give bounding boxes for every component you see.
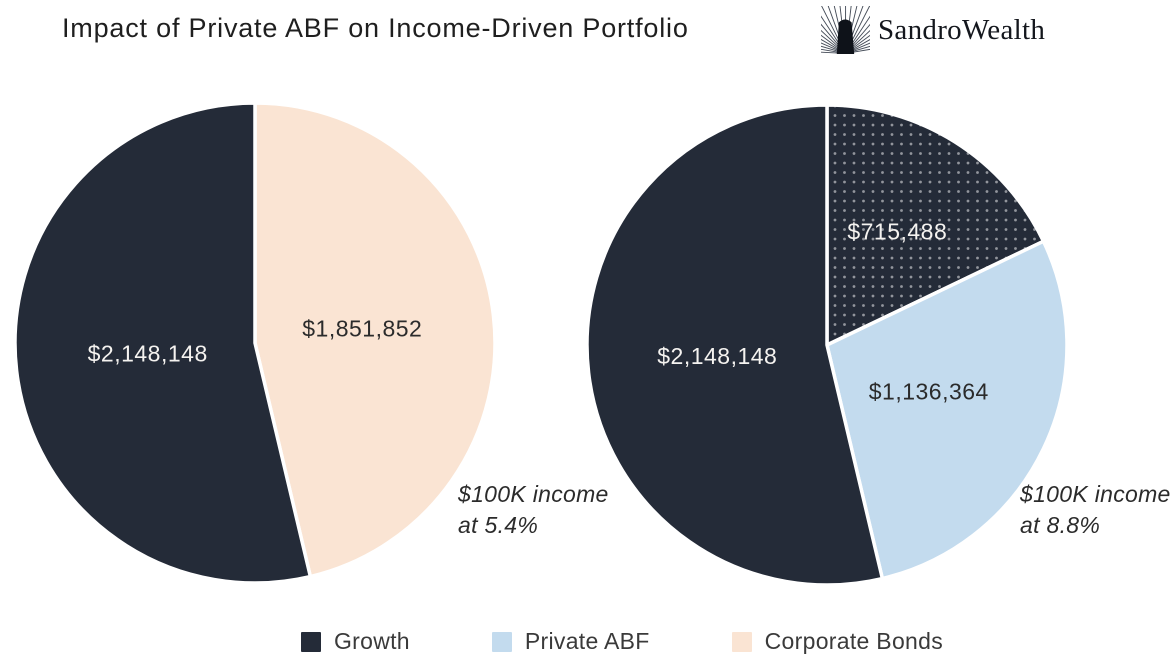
pie-chart-after: $715,488 $1,136,364 $2,148,148: [584, 102, 1070, 588]
pie-slice-corporate-bonds: [253, 101, 497, 579]
slice-value-label-growth: $715,488: [847, 218, 947, 244]
pie-svg-portfolio-without-private-abf: $1,851,852 $2,148,148: [13, 101, 497, 585]
brand-logo: SandroWealth: [821, 6, 1045, 55]
annotation-line: $100K income: [1020, 481, 1171, 507]
chart-title: Impact of Private ABF on Income-Driven P…: [62, 13, 689, 43]
legend-label: Private ABF: [524, 628, 650, 654]
legend-swatch-growth: [300, 631, 321, 652]
slice-value-label-growth: $2,148,148: [657, 343, 777, 369]
pie-slice-growth: [585, 103, 885, 587]
pie-slice-private-abf: [825, 239, 1069, 581]
brand-name: SandroWealth: [878, 14, 1046, 46]
chart-legend: Growth Private ABF Corporate Bonds: [0, 628, 1174, 655]
legend-item-corporate-bonds: Corporate Bonds: [731, 628, 944, 655]
slice-value-label-private-abf: $1,136,364: [869, 379, 989, 405]
slice-value-label-growth: $2,148,148: [88, 341, 208, 367]
annotation-before: $100K income at 5.4%: [458, 479, 609, 541]
annotation-line: at 5.4%: [458, 512, 539, 538]
annotation-after: $100K income at 8.8%: [1020, 479, 1171, 541]
pie-slice-dot-pattern-overlay: [827, 105, 1044, 345]
legend-item-private-abf: Private ABF: [491, 628, 650, 655]
pie-svg-portfolio-with-private-abf: $715,488 $1,136,364 $2,148,148: [585, 103, 1069, 587]
annotation-line: $100K income: [458, 481, 609, 507]
legend-swatch-private-abf: [491, 631, 512, 652]
legend-swatch-corporate-bonds: [731, 631, 752, 652]
pie-chart-before: $1,851,852 $2,148,148: [12, 100, 498, 586]
legend-item-growth: Growth: [300, 628, 410, 655]
slice-value-label-corporate-bonds: $1,851,852: [302, 316, 422, 342]
pie-slice-growth: [13, 101, 313, 585]
monument-silhouette: [836, 19, 855, 54]
legend-label: Growth: [333, 628, 410, 654]
annotation-line: at 8.8%: [1020, 512, 1101, 538]
legend-label: Corporate Bonds: [764, 628, 944, 654]
sunburst-monument-icon: [821, 6, 870, 54]
